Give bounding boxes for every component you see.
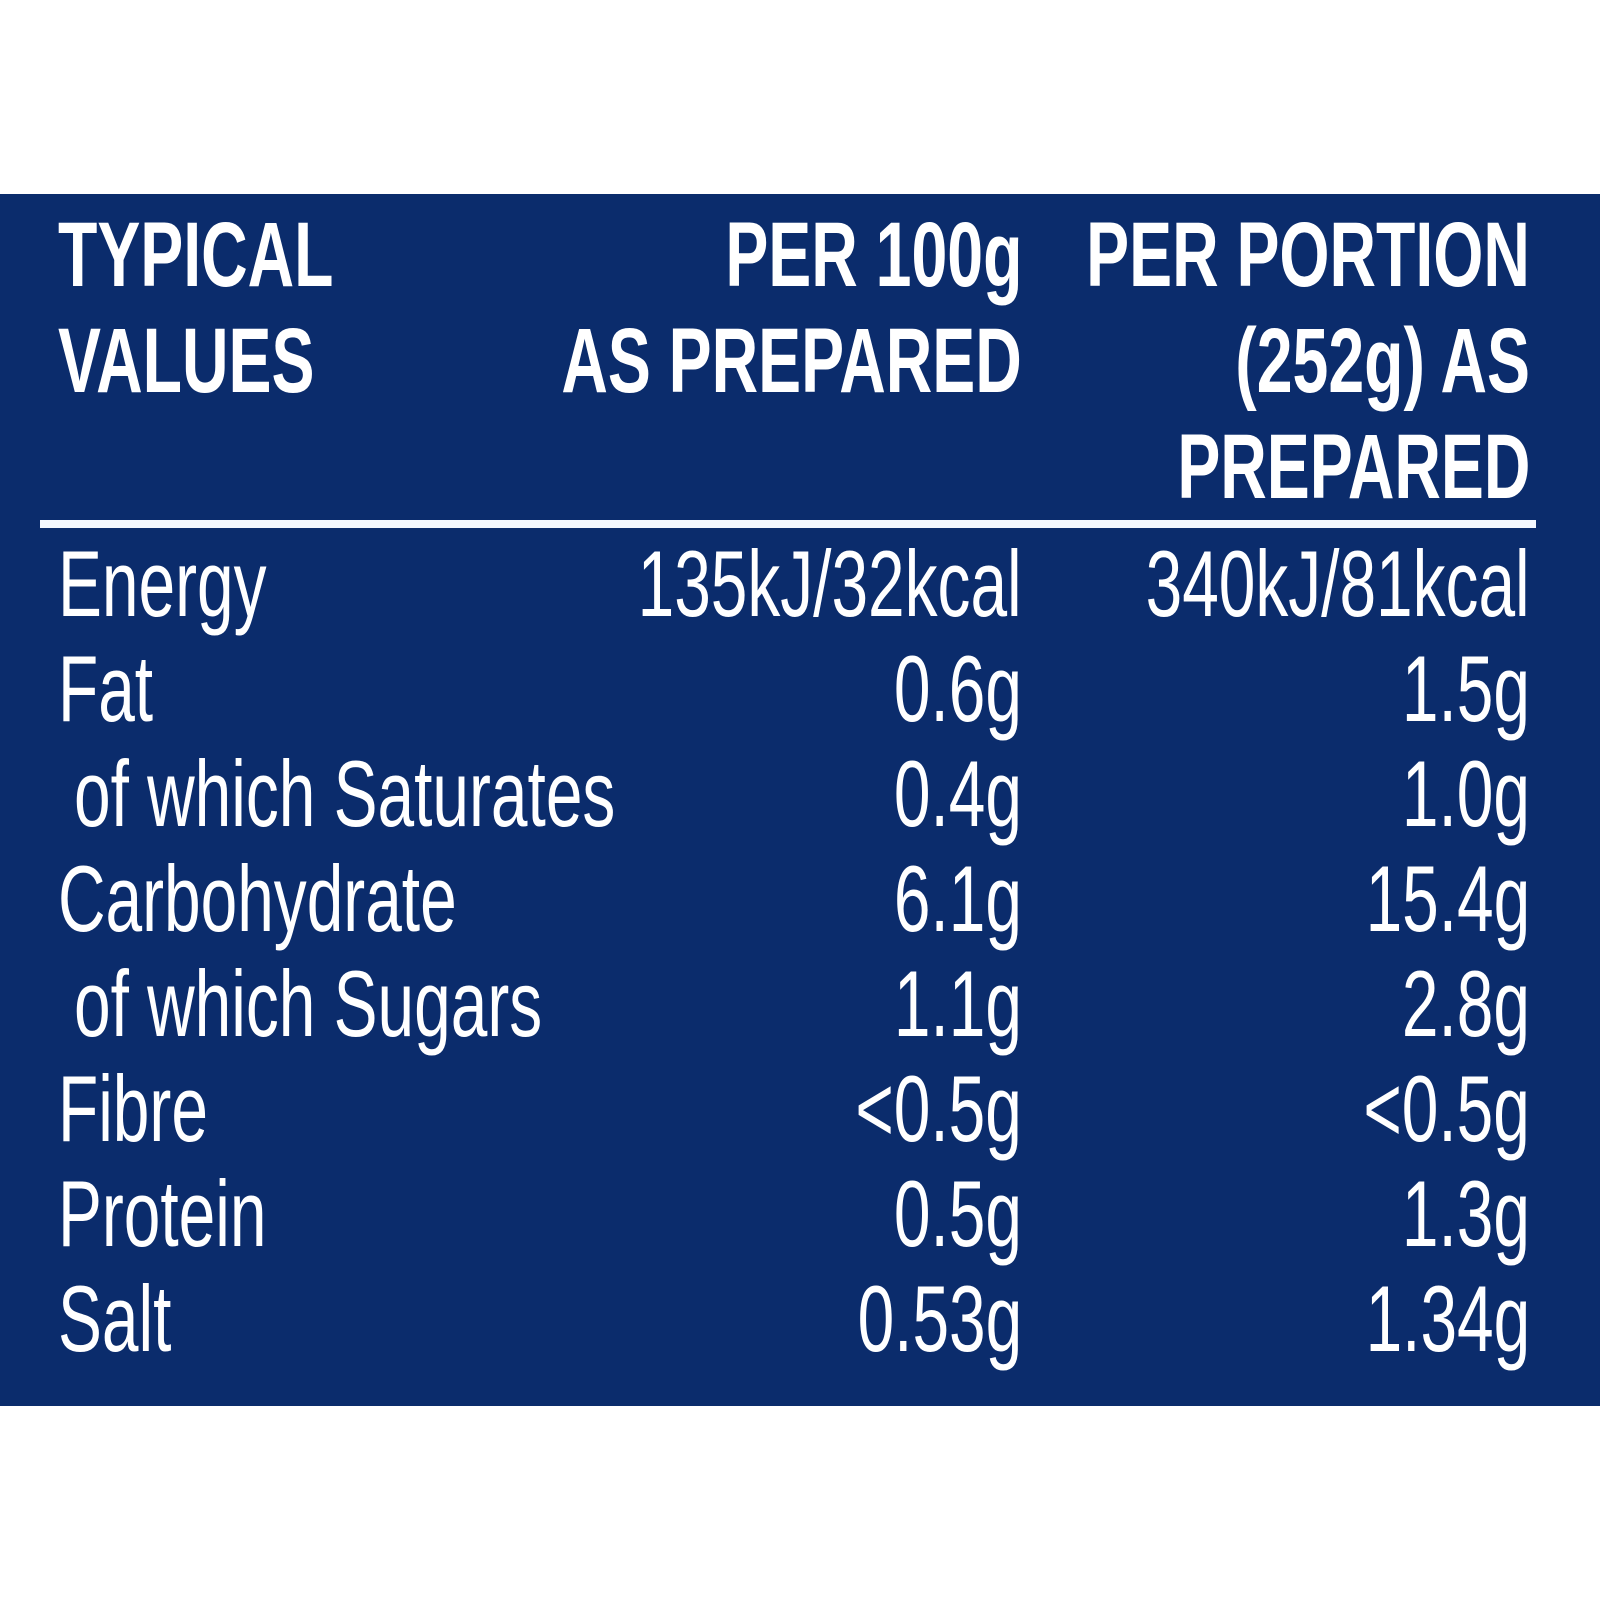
nutrient-label: Carbohydrate bbox=[58, 846, 628, 951]
per-portion-value-text: 1.5g bbox=[1401, 636, 1530, 741]
nutrient-label: Salt bbox=[58, 1266, 220, 1371]
header-line: TYPICAL bbox=[58, 204, 334, 306]
per-100g-value: 135kJ/32kcal bbox=[473, 531, 1022, 636]
per-100g-value-text: 135kJ/32kcal bbox=[637, 531, 1022, 636]
header-per-100g: PER 100g AS PREPARED bbox=[364, 202, 1022, 414]
per-100g-value-text: 0.6g bbox=[893, 636, 1022, 741]
per-100g-value-text: <0.5g bbox=[855, 1056, 1022, 1161]
per-100g-value-text: 0.4g bbox=[893, 741, 1022, 846]
per-portion-value-text: 15.4g bbox=[1365, 846, 1530, 951]
table-row: Fat 0.6g 1.5g bbox=[0, 636, 1600, 741]
header-line: PER 100g bbox=[724, 204, 1022, 306]
per-portion-value-text: 1.0g bbox=[1401, 741, 1530, 846]
per-100g-value-text: 0.5g bbox=[893, 1161, 1022, 1266]
per-100g-value: <0.5g bbox=[784, 1056, 1022, 1161]
per-100g-value: 6.1g bbox=[839, 846, 1022, 951]
nutrient-label-text: Fibre bbox=[58, 1056, 208, 1161]
per-portion-value-text: <0.5g bbox=[1363, 1056, 1530, 1161]
nutrient-label: Protein bbox=[58, 1161, 356, 1266]
nutrient-label-text: Energy bbox=[58, 531, 267, 636]
per-100g-value-text: 1.1g bbox=[893, 951, 1022, 1056]
per-portion-value: 2.8g bbox=[1347, 951, 1530, 1056]
header-line: (252g) AS bbox=[1235, 310, 1530, 412]
header-per-portion: PER PORTION (252g) AS PREPARED bbox=[896, 202, 1530, 520]
per-portion-value-text: 1.34g bbox=[1365, 1266, 1530, 1371]
nutrient-label-text: Carbohydrate bbox=[58, 846, 457, 951]
nutrition-table: TYPICAL VALUES PER 100g AS PREPARED PER … bbox=[0, 194, 1600, 1406]
nutrient-label-text: of which Sugars bbox=[74, 951, 543, 1056]
table-row: Salt 0.53g 1.34g bbox=[0, 1266, 1600, 1371]
per-portion-value: 1.5g bbox=[1347, 636, 1530, 741]
nutrient-label: of which Sugars bbox=[74, 951, 743, 1056]
table-row: of which Saturates 0.4g 1.0g bbox=[0, 741, 1600, 846]
per-portion-value: 1.3g bbox=[1347, 1161, 1530, 1266]
nutrient-label-text: Protein bbox=[58, 1161, 267, 1266]
per-portion-value: 340kJ/81kcal bbox=[981, 531, 1530, 636]
header-line: PREPARED bbox=[1176, 416, 1530, 518]
nutrient-label: Fat bbox=[58, 636, 194, 741]
header-typical-values: TYPICAL VALUES bbox=[58, 202, 452, 414]
table-body: Energy 135kJ/32kcal 340kJ/81kcal Fat 0.6g 1.5… bbox=[0, 531, 1600, 1371]
table-row: Protein 0.5g 1.3g bbox=[0, 1161, 1600, 1266]
table-row: Energy 135kJ/32kcal 340kJ/81kcal bbox=[0, 531, 1600, 636]
per-100g-value: 0.53g bbox=[787, 1266, 1022, 1371]
nutrient-label: of which Saturates bbox=[74, 741, 847, 846]
per-portion-value: 15.4g bbox=[1295, 846, 1530, 951]
per-100g-value-text: 6.1g bbox=[893, 846, 1022, 951]
table-row: Carbohydrate 6.1g 15.4g bbox=[0, 846, 1600, 951]
header-line: AS PREPARED bbox=[561, 310, 1022, 412]
table-row: Fibre <0.5g <0.5g bbox=[0, 1056, 1600, 1161]
per-100g-value: 1.1g bbox=[839, 951, 1022, 1056]
nutrient-label-text: Salt bbox=[58, 1266, 172, 1371]
per-100g-value: 0.4g bbox=[839, 741, 1022, 846]
per-portion-value-text: 2.8g bbox=[1401, 951, 1530, 1056]
per-portion-value: <0.5g bbox=[1292, 1056, 1530, 1161]
per-portion-value-text: 1.3g bbox=[1401, 1161, 1530, 1266]
per-portion-value: 1.0g bbox=[1347, 741, 1530, 846]
per-100g-value: 0.6g bbox=[839, 636, 1022, 741]
table-row: of which Sugars 1.1g 2.8g bbox=[0, 951, 1600, 1056]
per-100g-value: 0.5g bbox=[839, 1161, 1022, 1266]
per-portion-value-text: 340kJ/81kcal bbox=[1145, 531, 1530, 636]
nutrient-label: Fibre bbox=[58, 1056, 272, 1161]
nutrient-label-text: of which Saturates bbox=[74, 741, 616, 846]
per-portion-value: 1.34g bbox=[1295, 1266, 1530, 1371]
per-100g-value-text: 0.53g bbox=[857, 1266, 1022, 1371]
header-divider bbox=[40, 520, 1536, 528]
header-line: VALUES bbox=[58, 310, 315, 412]
header-line: PER PORTION bbox=[1086, 204, 1530, 306]
nutrient-label: Energy bbox=[58, 531, 356, 636]
nutrient-label-text: Fat bbox=[58, 636, 154, 741]
